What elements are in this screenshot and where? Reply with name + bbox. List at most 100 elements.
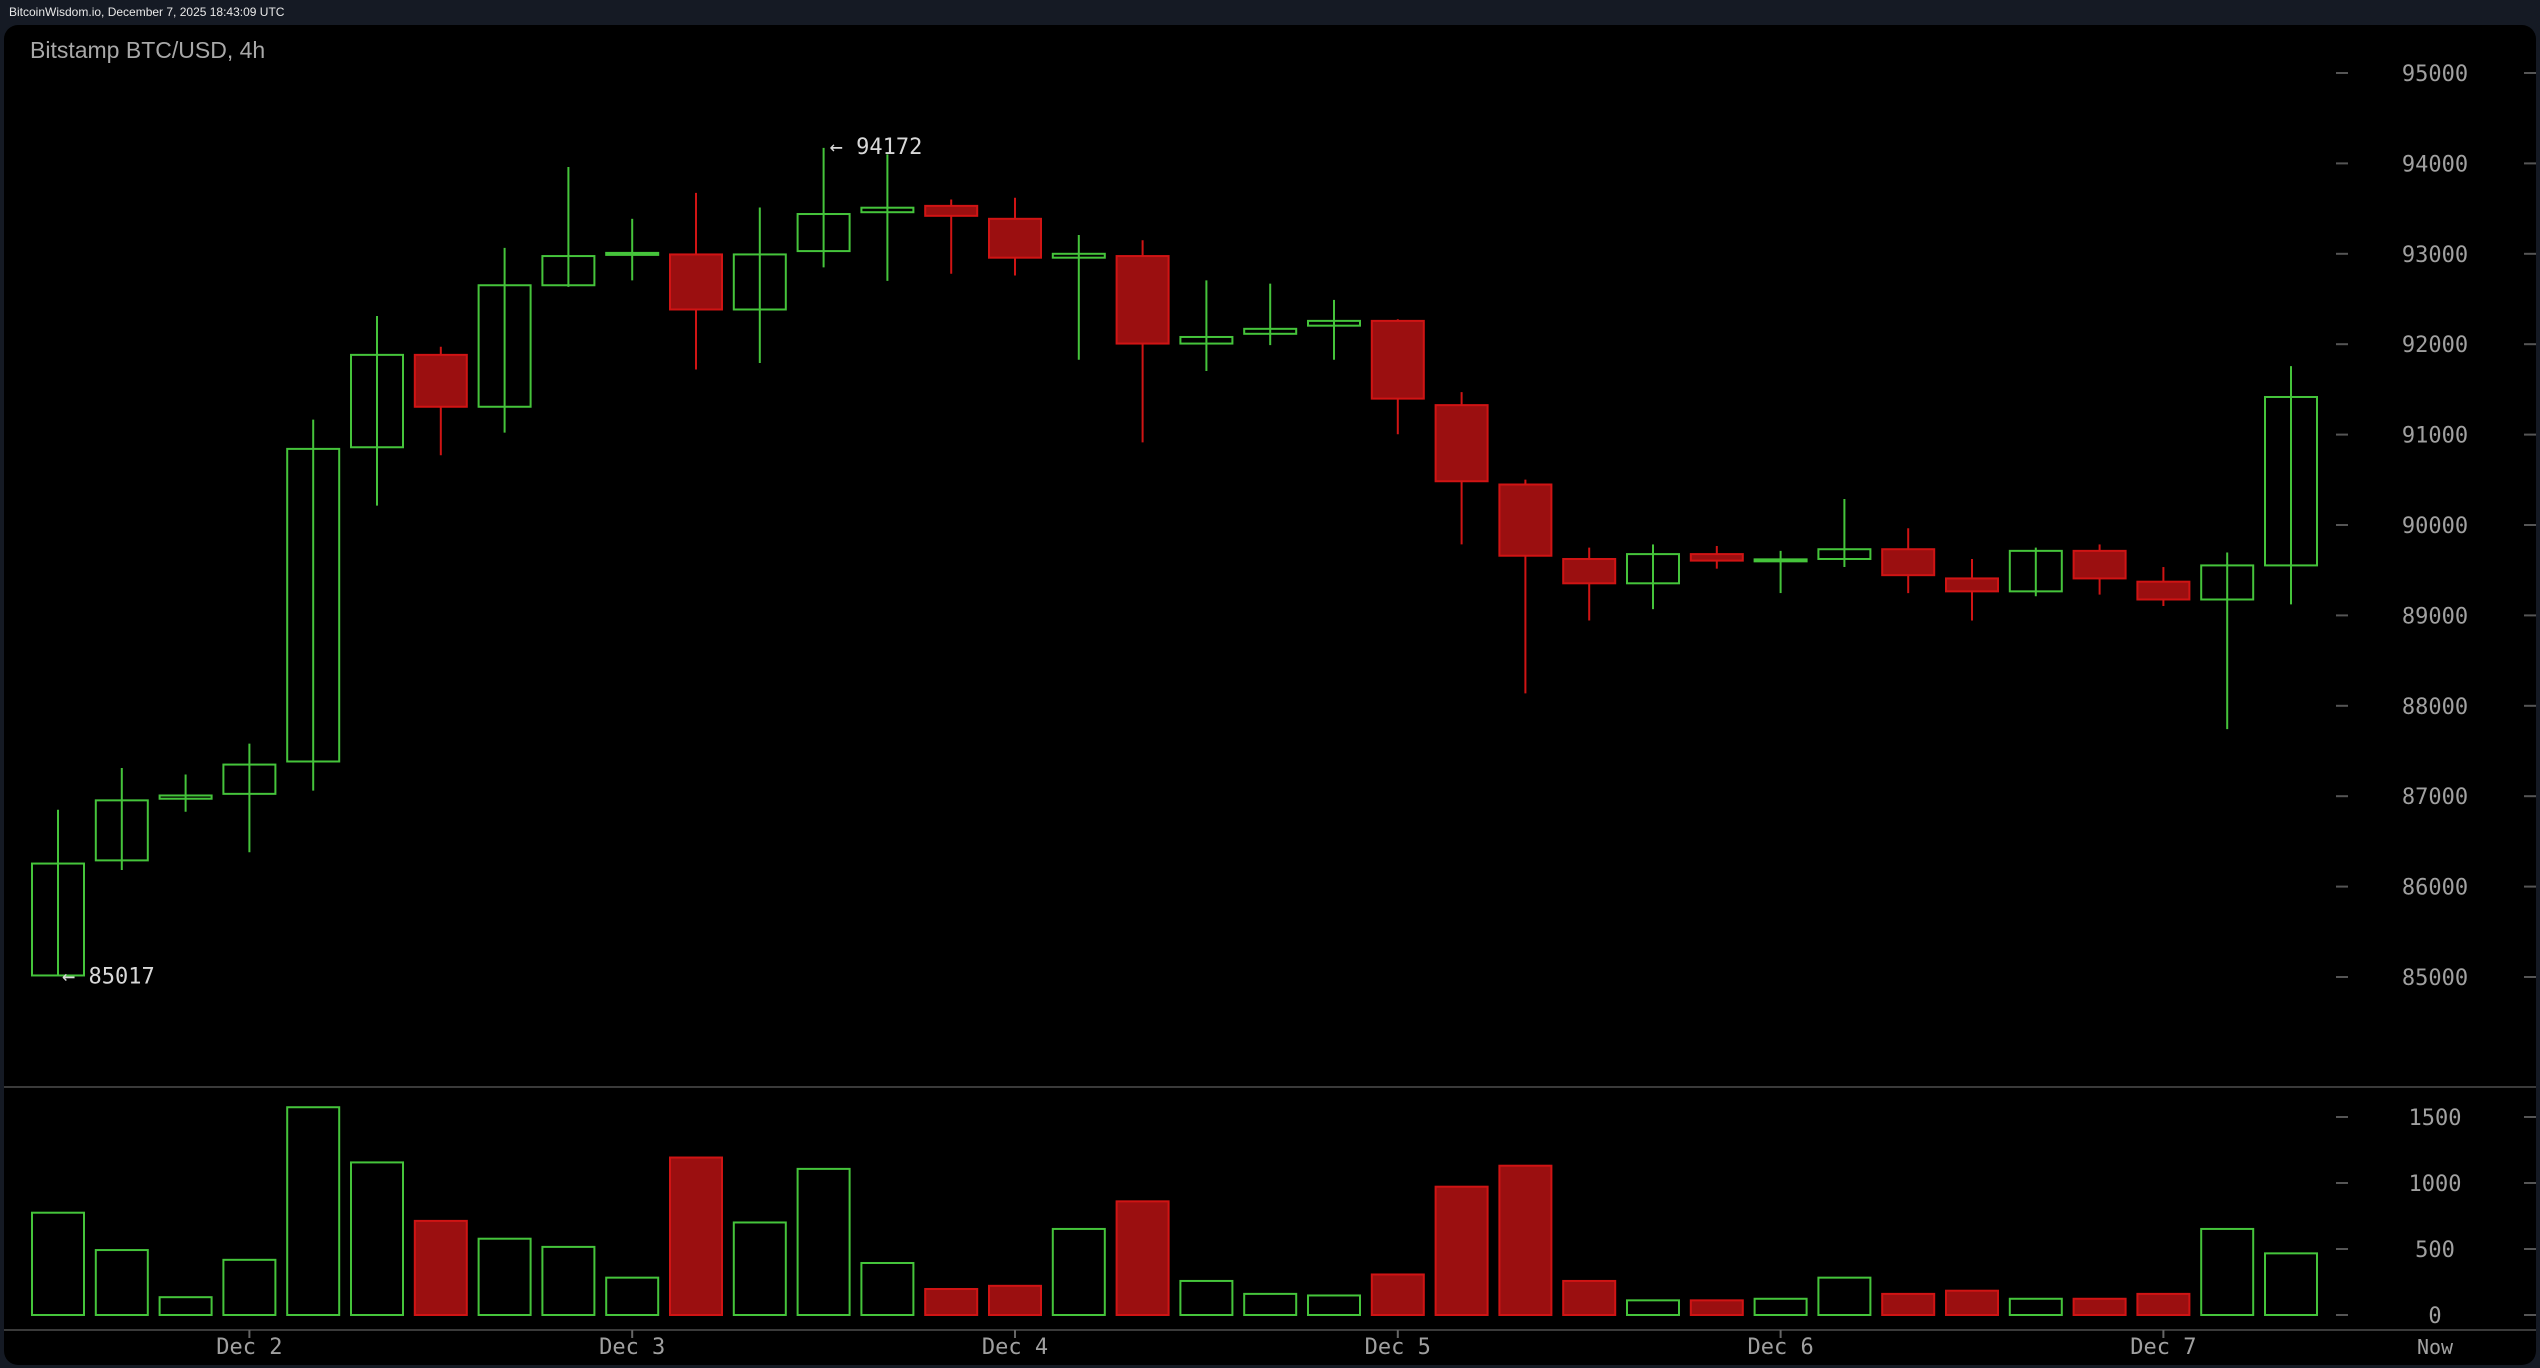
- volume-bar-down: [1370, 1273, 1425, 1316]
- candle-up: [1307, 319, 1361, 327]
- candle-up: [1817, 548, 1872, 560]
- price-tick-label: 92000: [2402, 333, 2468, 358]
- volume-bar-up: [1179, 1279, 1234, 1316]
- volume-bar-up: [477, 1237, 532, 1316]
- volume-bar-up: [222, 1258, 277, 1316]
- volume-bar-down: [2072, 1297, 2127, 1317]
- candle-up: [2264, 395, 2318, 567]
- time-tick-label: Dec 7: [2130, 1335, 2196, 1360]
- price-tick-label: 87000: [2402, 785, 2468, 810]
- candle-down: [988, 217, 1042, 259]
- volume-bar-down: [1115, 1200, 1170, 1317]
- source-timestamp: BitcoinWisdom.io, December 7, 2025 18:43…: [9, 5, 285, 19]
- candle-up: [2008, 549, 2063, 593]
- candle-up: [31, 862, 85, 977]
- candle-down: [1689, 553, 1744, 562]
- candle-up: [860, 206, 915, 214]
- price-tick-label: 88000: [2402, 695, 2468, 720]
- candle-up: [1243, 327, 1298, 335]
- chart-title: Bitstamp BTC/USD, 4h: [30, 37, 266, 63]
- volume-bar-up: [860, 1261, 915, 1316]
- volume-tick-label: 0: [2428, 1304, 2441, 1329]
- volume-tick-label: 1000: [2409, 1172, 2462, 1197]
- volume-bar-up: [1051, 1227, 1106, 1317]
- now-label: Now: [2417, 1335, 2454, 1359]
- volume-bar-down: [413, 1219, 468, 1317]
- volume-bar-up: [732, 1221, 787, 1317]
- candle-up: [796, 213, 851, 253]
- time-tick-label: Dec 2: [216, 1335, 282, 1360]
- volume-bar-up: [1243, 1292, 1298, 1317]
- price-tick-label: 95000: [2402, 62, 2468, 87]
- volume-bar-up: [796, 1167, 851, 1316]
- volume-bar-up: [605, 1276, 660, 1317]
- candle-up: [605, 251, 660, 256]
- volume-bar-down: [2136, 1292, 2191, 1317]
- price-tick-label: 85000: [2402, 966, 2468, 991]
- time-tick-label: Dec 6: [1747, 1335, 1813, 1360]
- volume-bar-up: [1307, 1294, 1361, 1316]
- candle-down: [1562, 557, 1617, 585]
- candle-up: [1626, 553, 1680, 585]
- candle-up: [1051, 252, 1106, 259]
- volume-bar-down: [988, 1284, 1042, 1317]
- candle-down: [1370, 319, 1425, 400]
- volume-bar-down: [1562, 1279, 1617, 1316]
- volume-bar-up: [158, 1296, 213, 1317]
- candle-down: [2136, 580, 2191, 601]
- candle-down: [1498, 483, 1553, 557]
- time-tick-label: Dec 4: [982, 1335, 1048, 1360]
- volume-bar-up: [541, 1245, 596, 1316]
- candle-up: [1179, 335, 1234, 345]
- top-bar: BitcoinWisdom.io, December 7, 2025 18:43…: [0, 0, 2540, 24]
- candle-up: [732, 253, 787, 311]
- price-tick-label: 93000: [2402, 243, 2468, 268]
- volume-bar-up: [2008, 1297, 2063, 1317]
- candle-up: [158, 794, 213, 800]
- chart-panel: 95000 94000 93000 92000 91000 90000 89000 88000…: [4, 25, 2536, 1365]
- volume-bar-up: [2200, 1227, 2255, 1317]
- volume-bar-up: [31, 1211, 85, 1316]
- volume-tick-label: 500: [2415, 1238, 2455, 1263]
- high-price-annotation: ← 94172: [830, 135, 923, 160]
- low-price-annotation: ← 85017: [62, 964, 155, 989]
- volume-bar-up: [1626, 1299, 1680, 1317]
- candle-down: [669, 253, 723, 311]
- candle-up: [286, 447, 341, 763]
- volume-bar-down: [1689, 1299, 1744, 1317]
- volume-bar-down: [1945, 1289, 1999, 1317]
- candle-up: [222, 763, 277, 795]
- time-tick-label: Dec 5: [1365, 1335, 1431, 1360]
- time-tick-label: Dec 3: [599, 1335, 665, 1360]
- price-tick-label: 86000: [2402, 876, 2468, 901]
- candle-down: [1881, 548, 1936, 577]
- candle-up: [1753, 558, 1808, 563]
- volume-bar-up: [1753, 1297, 1808, 1317]
- candle-up: [541, 255, 596, 287]
- volume-bar-up: [94, 1249, 149, 1317]
- candle-up: [477, 284, 532, 408]
- price-tick-label: 94000: [2402, 152, 2468, 177]
- price-tick-label: 89000: [2402, 604, 2468, 629]
- volume-bar-down: [1881, 1292, 1936, 1317]
- candle-up: [350, 353, 404, 449]
- candle-up: [94, 799, 149, 862]
- candle-down: [1115, 255, 1170, 345]
- volume-bar-up: [350, 1161, 404, 1316]
- candle-down: [924, 204, 979, 217]
- candle-down: [413, 353, 468, 408]
- volume-bar-down: [924, 1287, 979, 1316]
- candle-down: [1945, 577, 1999, 593]
- price-tick-label: 90000: [2402, 514, 2468, 539]
- volume-bar-down: [669, 1156, 723, 1317]
- candle-up: [2200, 564, 2255, 601]
- candlestick-chart: 95000 94000 93000 92000 91000 90000 89000 88000…: [4, 62, 2536, 1360]
- volume-tick-label: 1500: [2409, 1106, 2462, 1131]
- price-tick-label: 91000: [2402, 424, 2468, 449]
- volume-bar-down: [1434, 1185, 1489, 1317]
- volume-bar-up: [1817, 1276, 1872, 1317]
- candle-down: [2072, 549, 2127, 580]
- volume-bar-up: [2264, 1252, 2318, 1316]
- volume-bar-up: [286, 1106, 341, 1317]
- candle-down: [1434, 404, 1489, 483]
